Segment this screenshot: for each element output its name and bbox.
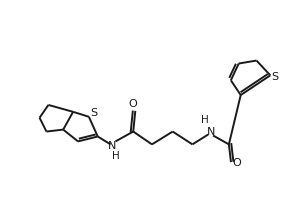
Text: S: S: [90, 108, 98, 118]
Text: N: N: [207, 127, 215, 137]
Text: S: S: [272, 72, 279, 82]
Text: O: O: [232, 158, 241, 168]
Text: O: O: [129, 99, 138, 109]
Text: H: H: [201, 115, 209, 125]
Text: H: H: [112, 151, 119, 161]
Text: N: N: [108, 141, 117, 151]
